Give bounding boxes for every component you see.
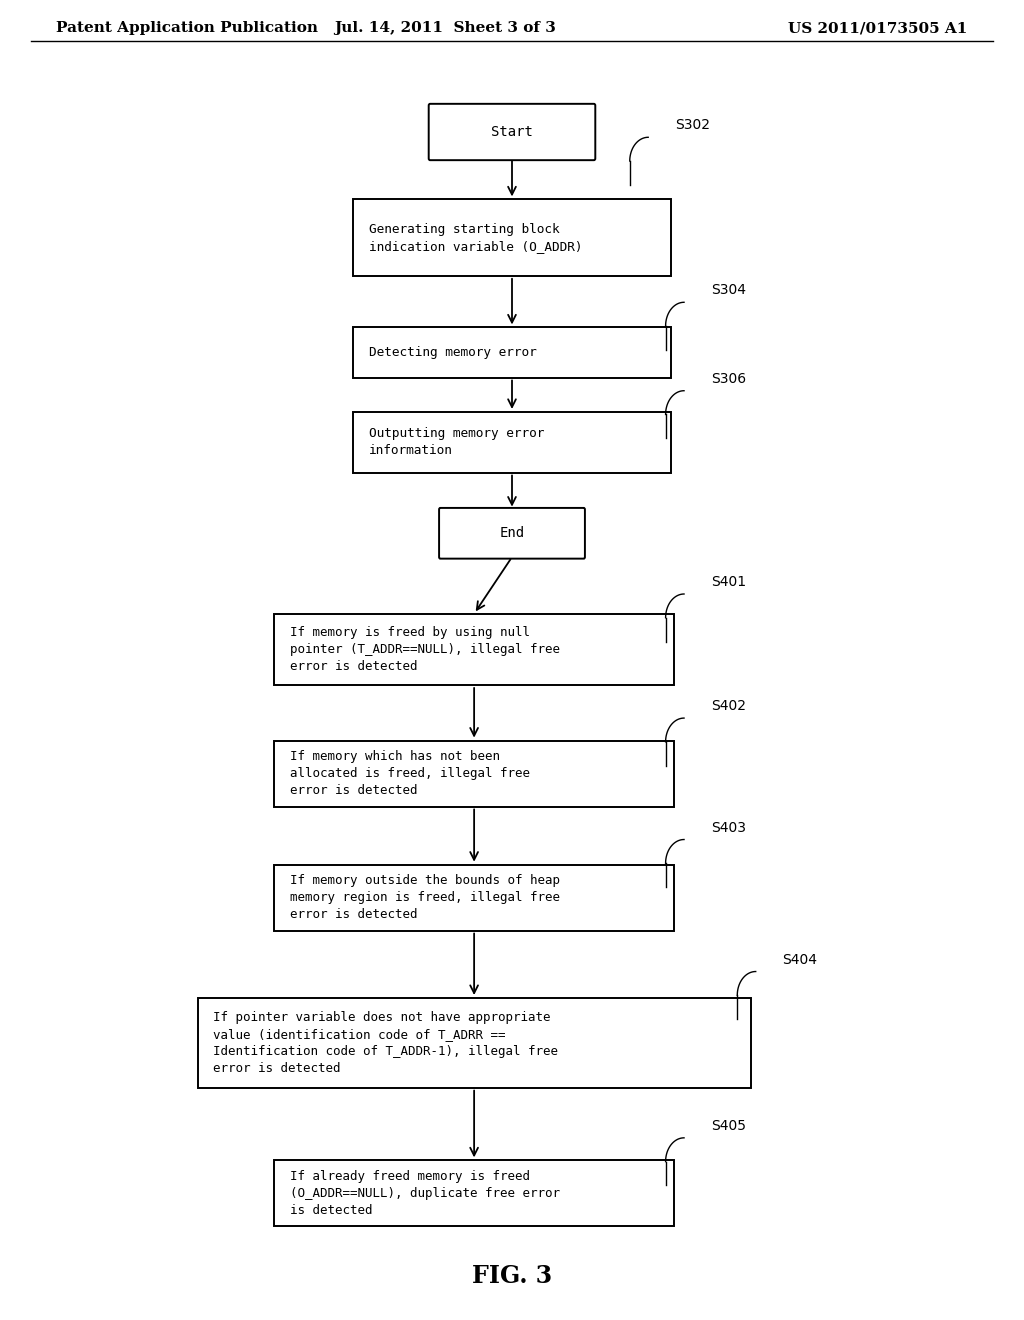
Text: S401: S401: [711, 576, 745, 589]
FancyBboxPatch shape: [439, 508, 585, 558]
Bar: [274, 1160, 674, 1226]
Text: S403: S403: [711, 821, 745, 834]
Text: Detecting memory error: Detecting memory error: [369, 346, 537, 359]
Text: S306: S306: [711, 372, 745, 385]
Text: S304: S304: [711, 284, 745, 297]
FancyBboxPatch shape: [429, 104, 595, 160]
Bar: [353, 327, 671, 378]
Text: If already freed memory is freed
(O_ADDR==NULL), duplicate free error
is detecte: If already freed memory is freed (O_ADDR…: [290, 1170, 560, 1217]
Text: Jul. 14, 2011  Sheet 3 of 3: Jul. 14, 2011 Sheet 3 of 3: [335, 21, 556, 36]
Bar: [274, 614, 674, 685]
Text: FIG. 3: FIG. 3: [472, 1265, 552, 1288]
Text: If memory outside the bounds of heap
memory region is freed, illegal free
error : If memory outside the bounds of heap mem…: [290, 874, 560, 921]
Text: Outputting memory error
information: Outputting memory error information: [369, 428, 544, 457]
Text: S302: S302: [675, 119, 710, 132]
Bar: [274, 741, 674, 807]
Text: S405: S405: [711, 1119, 745, 1133]
Bar: [198, 998, 751, 1088]
Text: US 2011/0173505 A1: US 2011/0173505 A1: [788, 21, 968, 36]
Bar: [274, 865, 674, 931]
Text: Start: Start: [492, 125, 532, 139]
Bar: [353, 199, 671, 276]
Bar: [353, 412, 671, 473]
Text: If pointer variable does not have appropriate
value (identification code of T_AD: If pointer variable does not have approp…: [213, 1011, 558, 1074]
Text: S404: S404: [782, 953, 817, 966]
Text: End: End: [500, 527, 524, 540]
Text: S402: S402: [711, 700, 745, 713]
Text: Patent Application Publication: Patent Application Publication: [56, 21, 318, 36]
Text: If memory is freed by using null
pointer (T_ADDR==NULL), illegal free
error is d: If memory is freed by using null pointer…: [290, 626, 560, 673]
Text: Generating starting block
indication variable (O_ADDR): Generating starting block indication var…: [369, 223, 582, 252]
Text: If memory which has not been
allocated is freed, illegal free
error is detected: If memory which has not been allocated i…: [290, 750, 529, 797]
